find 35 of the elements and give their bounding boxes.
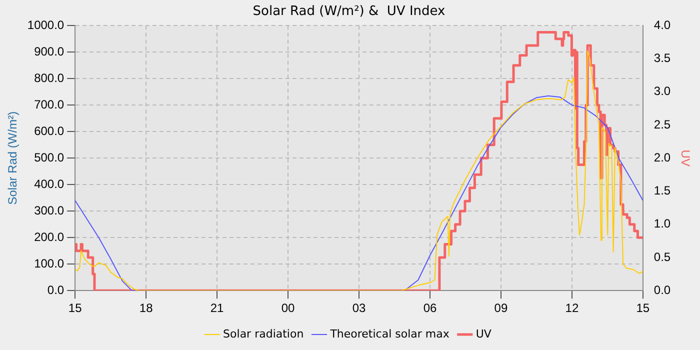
y-tick-label: 500.0 bbox=[34, 150, 64, 164]
y-tick-label: 400.0 bbox=[34, 176, 64, 191]
y-tick-label: 600.0 bbox=[34, 124, 64, 138]
y2-axis-title: UV bbox=[678, 150, 692, 166]
x-tick-label: 12 bbox=[565, 301, 579, 316]
y2-tick-label: 0.0 bbox=[654, 282, 671, 297]
y-tick-label: 100.0 bbox=[34, 256, 64, 270]
x-tick-label: 15 bbox=[68, 301, 82, 316]
x-tick-label: 03 bbox=[352, 301, 366, 316]
x-tick-label: 21 bbox=[210, 301, 224, 316]
legend-label: Solar radiation bbox=[223, 327, 304, 340]
legend-label: Theoretical solar max bbox=[329, 327, 450, 340]
y-tick-label: 900.0 bbox=[34, 44, 64, 58]
y2-tick-label: 2.0 bbox=[654, 150, 671, 164]
x-tick-label: 00 bbox=[281, 301, 296, 316]
x-tick-label: 06 bbox=[423, 301, 437, 316]
y-tick-label: 300.0 bbox=[34, 203, 64, 218]
y-tick-label: 800.0 bbox=[34, 70, 64, 85]
y-axis-title: Solar Rad (W/m²) bbox=[6, 111, 20, 205]
x-tick-label: 09 bbox=[494, 301, 508, 316]
chart-title: Solar Rad (W/m²) & UV Index bbox=[252, 4, 446, 20]
x-tick-label: 15 bbox=[636, 301, 650, 316]
y2-tick-label: 1.5 bbox=[654, 184, 671, 198]
legend-label: UV bbox=[476, 327, 492, 340]
y2-tick-label: 3.0 bbox=[654, 84, 671, 98]
y2-tick-label: 3.5 bbox=[654, 51, 671, 66]
y2-tick-label: 4.0 bbox=[654, 18, 671, 32]
y-tick-label: 1000.0 bbox=[27, 18, 64, 32]
y2-tick-label: 1.0 bbox=[654, 216, 671, 231]
y2-tick-label: 0.5 bbox=[654, 250, 671, 264]
y-tick-label: 200.0 bbox=[34, 230, 64, 244]
x-tick-label: 18 bbox=[139, 301, 154, 316]
y2-tick-label: 2.5 bbox=[654, 117, 671, 132]
y-tick-label: 700.0 bbox=[34, 97, 64, 112]
y-tick-label: 0.0 bbox=[47, 282, 64, 297]
